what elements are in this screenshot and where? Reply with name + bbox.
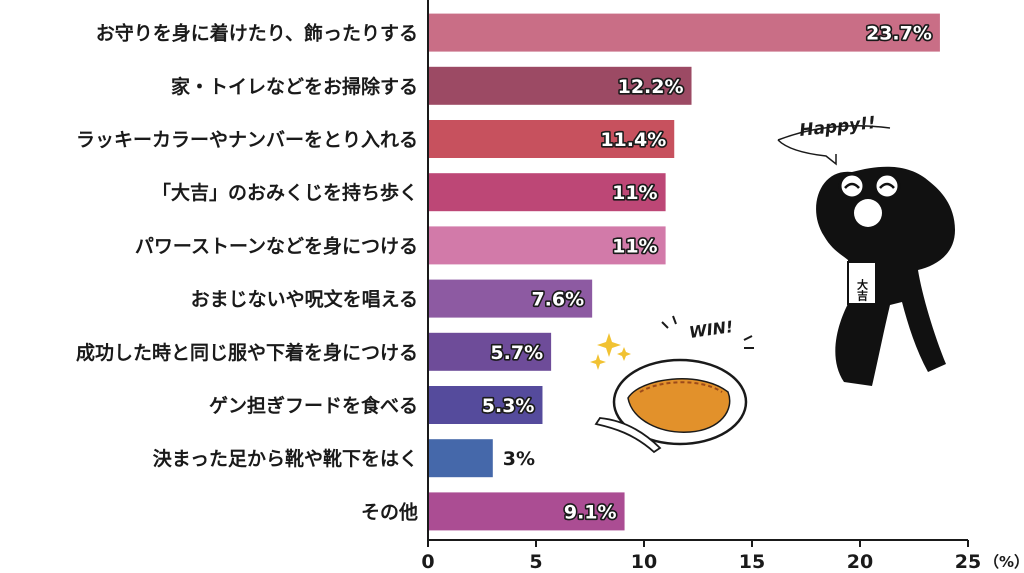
value-label-1: 23.7% bbox=[866, 23, 932, 45]
value-label-5: 11% bbox=[612, 235, 657, 257]
mascot-badge-text: 大吉 bbox=[856, 278, 869, 302]
category-label-9: 決まった足から靴や靴下をはく bbox=[153, 447, 418, 470]
value-label-4: 11% bbox=[612, 182, 657, 204]
ticks-layer: 0 5 10 15 20 25 bbox=[421, 540, 981, 573]
bar-6 bbox=[428, 279, 593, 318]
mascot-illustration: Happy!! 大吉 bbox=[777, 113, 955, 386]
category-label-5: パワーストーンなどを身につける bbox=[135, 234, 418, 257]
bars-layer: お守りを身に着けたり、飾ったりする 23.7% 家・トイレなどをお掃除する 12.2%… bbox=[76, 13, 940, 531]
x-tick-label-10: 10 bbox=[631, 551, 657, 573]
food-speech-text: WIN! bbox=[688, 317, 735, 342]
food-illustration: WIN! bbox=[590, 315, 754, 454]
category-label-2: 家・トイレなどをお掃除する bbox=[171, 75, 418, 98]
category-label-4: 「大吉」のおみくじを持ち歩く bbox=[152, 181, 418, 204]
bar-9 bbox=[428, 439, 493, 478]
bar-1 bbox=[428, 13, 940, 52]
value-label-7: 5.7% bbox=[490, 342, 543, 364]
category-label-3: ラッキーカラーやナンバーをとり入れる bbox=[76, 129, 418, 151]
bar-3 bbox=[428, 120, 675, 158]
bar-4 bbox=[428, 173, 666, 212]
value-label-9: 3% bbox=[503, 448, 535, 470]
value-label-8: 5.3% bbox=[482, 395, 535, 417]
x-tick-label-15: 15 bbox=[739, 551, 765, 573]
bar-2 bbox=[428, 66, 692, 105]
bar-5 bbox=[428, 226, 666, 265]
x-tick-label-20: 20 bbox=[847, 551, 873, 573]
value-label-6: 7.6% bbox=[531, 289, 584, 311]
category-label-6: おまじないや呪文を唱える bbox=[191, 288, 418, 311]
category-label-7: 成功した時と同じ服や下着を身につける bbox=[76, 341, 418, 364]
x-tick-label-25: 25 bbox=[955, 551, 981, 573]
x-axis-unit: （%） bbox=[984, 553, 1024, 571]
category-label-8: ゲン担ぎフードを食べる bbox=[209, 394, 418, 417]
value-label-2: 12.2% bbox=[618, 76, 684, 98]
category-label-10: その他 bbox=[361, 500, 418, 523]
bar-8 bbox=[428, 386, 543, 424]
x-tick-label-0: 0 bbox=[421, 551, 434, 573]
x-tick-label-5: 5 bbox=[529, 551, 542, 573]
mascot-speech-text: Happy!! bbox=[798, 113, 876, 141]
value-label-3: 11.4% bbox=[600, 129, 666, 151]
category-label-1: お守りを身に着けたり、飾ったりする bbox=[96, 22, 418, 45]
value-label-10: 9.1% bbox=[564, 501, 617, 523]
bar-7 bbox=[428, 332, 552, 371]
bar-10 bbox=[428, 492, 625, 531]
